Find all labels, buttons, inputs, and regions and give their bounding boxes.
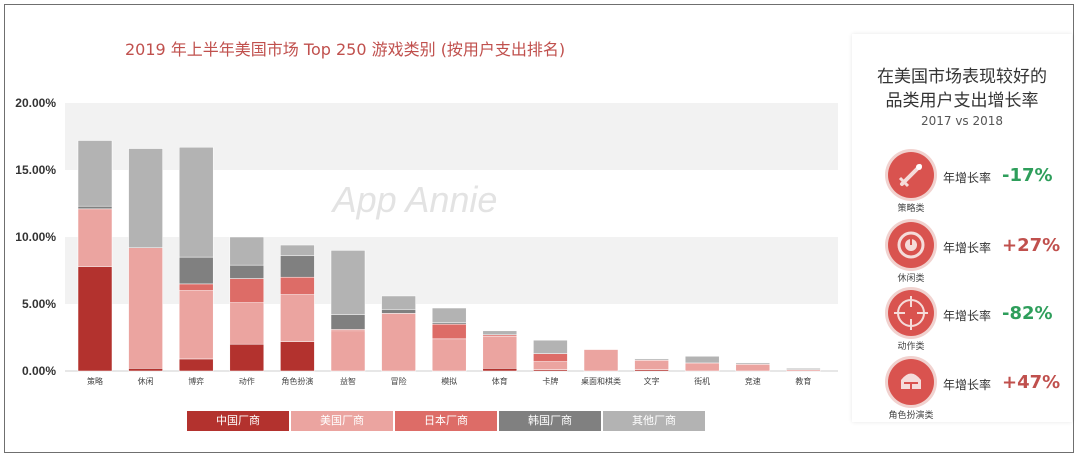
bar-segment — [229, 236, 265, 266]
bar-chart: App Annie 0.00% 5.00% 10.00% 15.00% 20.00% 策… — [15, 96, 838, 386]
panel-title-line2: 品类用户支出增长率 — [885, 91, 1039, 111]
bar-segment — [533, 353, 568, 362]
growth-label: 年增长率 — [943, 378, 992, 392]
x-tick-label: 卡牌 — [542, 376, 558, 386]
y-axis: 0.00% 5.00% 10.00% 15.00% 20.00% — [15, 96, 56, 378]
legend-item: 日本厂商 — [395, 411, 497, 431]
x-tick-label: 角色扮演 — [281, 376, 313, 386]
x-tick-label: 冒险 — [391, 376, 407, 386]
bar-segment — [229, 264, 265, 279]
legend-item: 其他厂商 — [603, 411, 705, 431]
growth-category: 策略类 — [897, 204, 925, 214]
bar-segment — [381, 309, 416, 314]
x-tick-label: 策略 — [87, 376, 103, 386]
bar-segment — [178, 358, 214, 372]
bar-segment — [128, 368, 163, 372]
x-tick-label: 益智 — [340, 376, 356, 386]
bar-segment — [684, 362, 720, 372]
bar-segment — [381, 313, 416, 372]
bar-segment — [482, 330, 518, 336]
growth-value: +47% — [1002, 372, 1061, 393]
bar-segment — [533, 339, 568, 354]
casual-clock-icon — [888, 222, 934, 268]
y-tick-label: 15.00% — [15, 163, 56, 177]
bar-segment — [229, 343, 265, 372]
growth-value: -17% — [1002, 165, 1053, 186]
growth-panel: 在美国市场表现较好的 品类用户支出增长率 2017 vs 2018 策略类 年增… — [852, 34, 1072, 422]
bar-segment — [77, 208, 113, 267]
bar-segment — [77, 205, 113, 210]
x-tick-label: 动作 — [239, 376, 255, 386]
bar-segment — [735, 362, 771, 365]
bar-segment — [77, 140, 113, 207]
bar-segment — [634, 360, 669, 370]
bar-segment — [330, 330, 366, 372]
growth-label: 年增长率 — [943, 309, 992, 323]
bar-segment — [280, 341, 315, 372]
bar-segment — [431, 323, 467, 340]
x-tick-label: 体育 — [492, 376, 508, 386]
bar-segment — [178, 146, 214, 258]
growth-category: 动作类 — [897, 342, 925, 352]
bar-segment — [482, 335, 518, 369]
bar-segment — [280, 255, 315, 278]
legend-item: 中国厂商 — [187, 411, 289, 431]
bar-segment — [280, 276, 315, 295]
bar-segment — [178, 283, 214, 291]
bar-segment — [735, 364, 771, 372]
x-tick-label: 模拟 — [441, 376, 457, 386]
y-tick-label: 10.00% — [15, 230, 56, 244]
x-tick-label: 文字 — [644, 376, 660, 386]
bar-segment — [128, 148, 163, 248]
x-tick-label: 休闲 — [138, 376, 154, 386]
panel-title-line1: 在美国市场表现较好的 — [877, 67, 1047, 87]
bar-segment — [330, 250, 366, 315]
action-crosshair-icon — [888, 290, 934, 336]
bar-segment — [431, 338, 467, 372]
bars — [77, 140, 821, 372]
bar-segment — [280, 294, 315, 342]
y-tick-label: 0.00% — [22, 364, 56, 378]
bar-segment — [128, 247, 163, 369]
bar-segment — [431, 307, 467, 324]
bar-segment — [381, 295, 416, 310]
bar-segment — [178, 256, 214, 285]
growth-value: -82% — [1002, 303, 1053, 324]
bar-segment — [786, 368, 821, 370]
legend-item: 美国厂商 — [291, 411, 393, 431]
bar-segment — [229, 278, 265, 303]
legend-item: 韩国厂商 — [499, 411, 601, 431]
x-axis: 策略 休闲 博弈 动作 角色扮演 益智 冒险 模拟 体育 卡牌 桌面和棋类 文字 街机 竞速 教育 — [87, 376, 811, 386]
growth-category: 休闲类 — [897, 274, 925, 284]
bar-segment — [684, 356, 720, 364]
x-tick-label: 桌面和棋类 — [581, 376, 621, 386]
x-tick-label: 竞速 — [745, 376, 761, 386]
bar-segment — [330, 314, 366, 330]
bar-segment — [77, 266, 113, 372]
growth-label: 年增长率 — [943, 241, 992, 255]
bar-segment — [178, 290, 214, 360]
x-tick-label: 教育 — [795, 376, 811, 386]
y-tick-label: 5.00% — [22, 297, 56, 311]
strategy-sword-icon — [888, 152, 934, 198]
x-tick-label: 街机 — [694, 376, 710, 386]
bar-segment — [583, 349, 619, 372]
x-tick-label: 博弈 — [188, 376, 204, 386]
bar-segment — [229, 302, 265, 345]
bar-segment — [482, 368, 518, 372]
bar-segment — [280, 244, 315, 257]
panel-subtitle: 2017 vs 2018 — [920, 114, 1004, 128]
y-tick-label: 20.00% — [15, 96, 56, 110]
chart-title: 2019 年上半年美国市场 Top 250 游戏类别 (按用户支出排名) — [125, 40, 566, 59]
growth-value: +27% — [1002, 235, 1061, 256]
growth-label: 年增长率 — [943, 171, 992, 185]
bar-segment — [634, 358, 669, 361]
roleplay-helmet-icon — [888, 359, 934, 405]
growth-category: 角色扮演类 — [888, 411, 934, 421]
bar-segment — [533, 361, 568, 370]
watermark: App Annie — [331, 179, 498, 220]
